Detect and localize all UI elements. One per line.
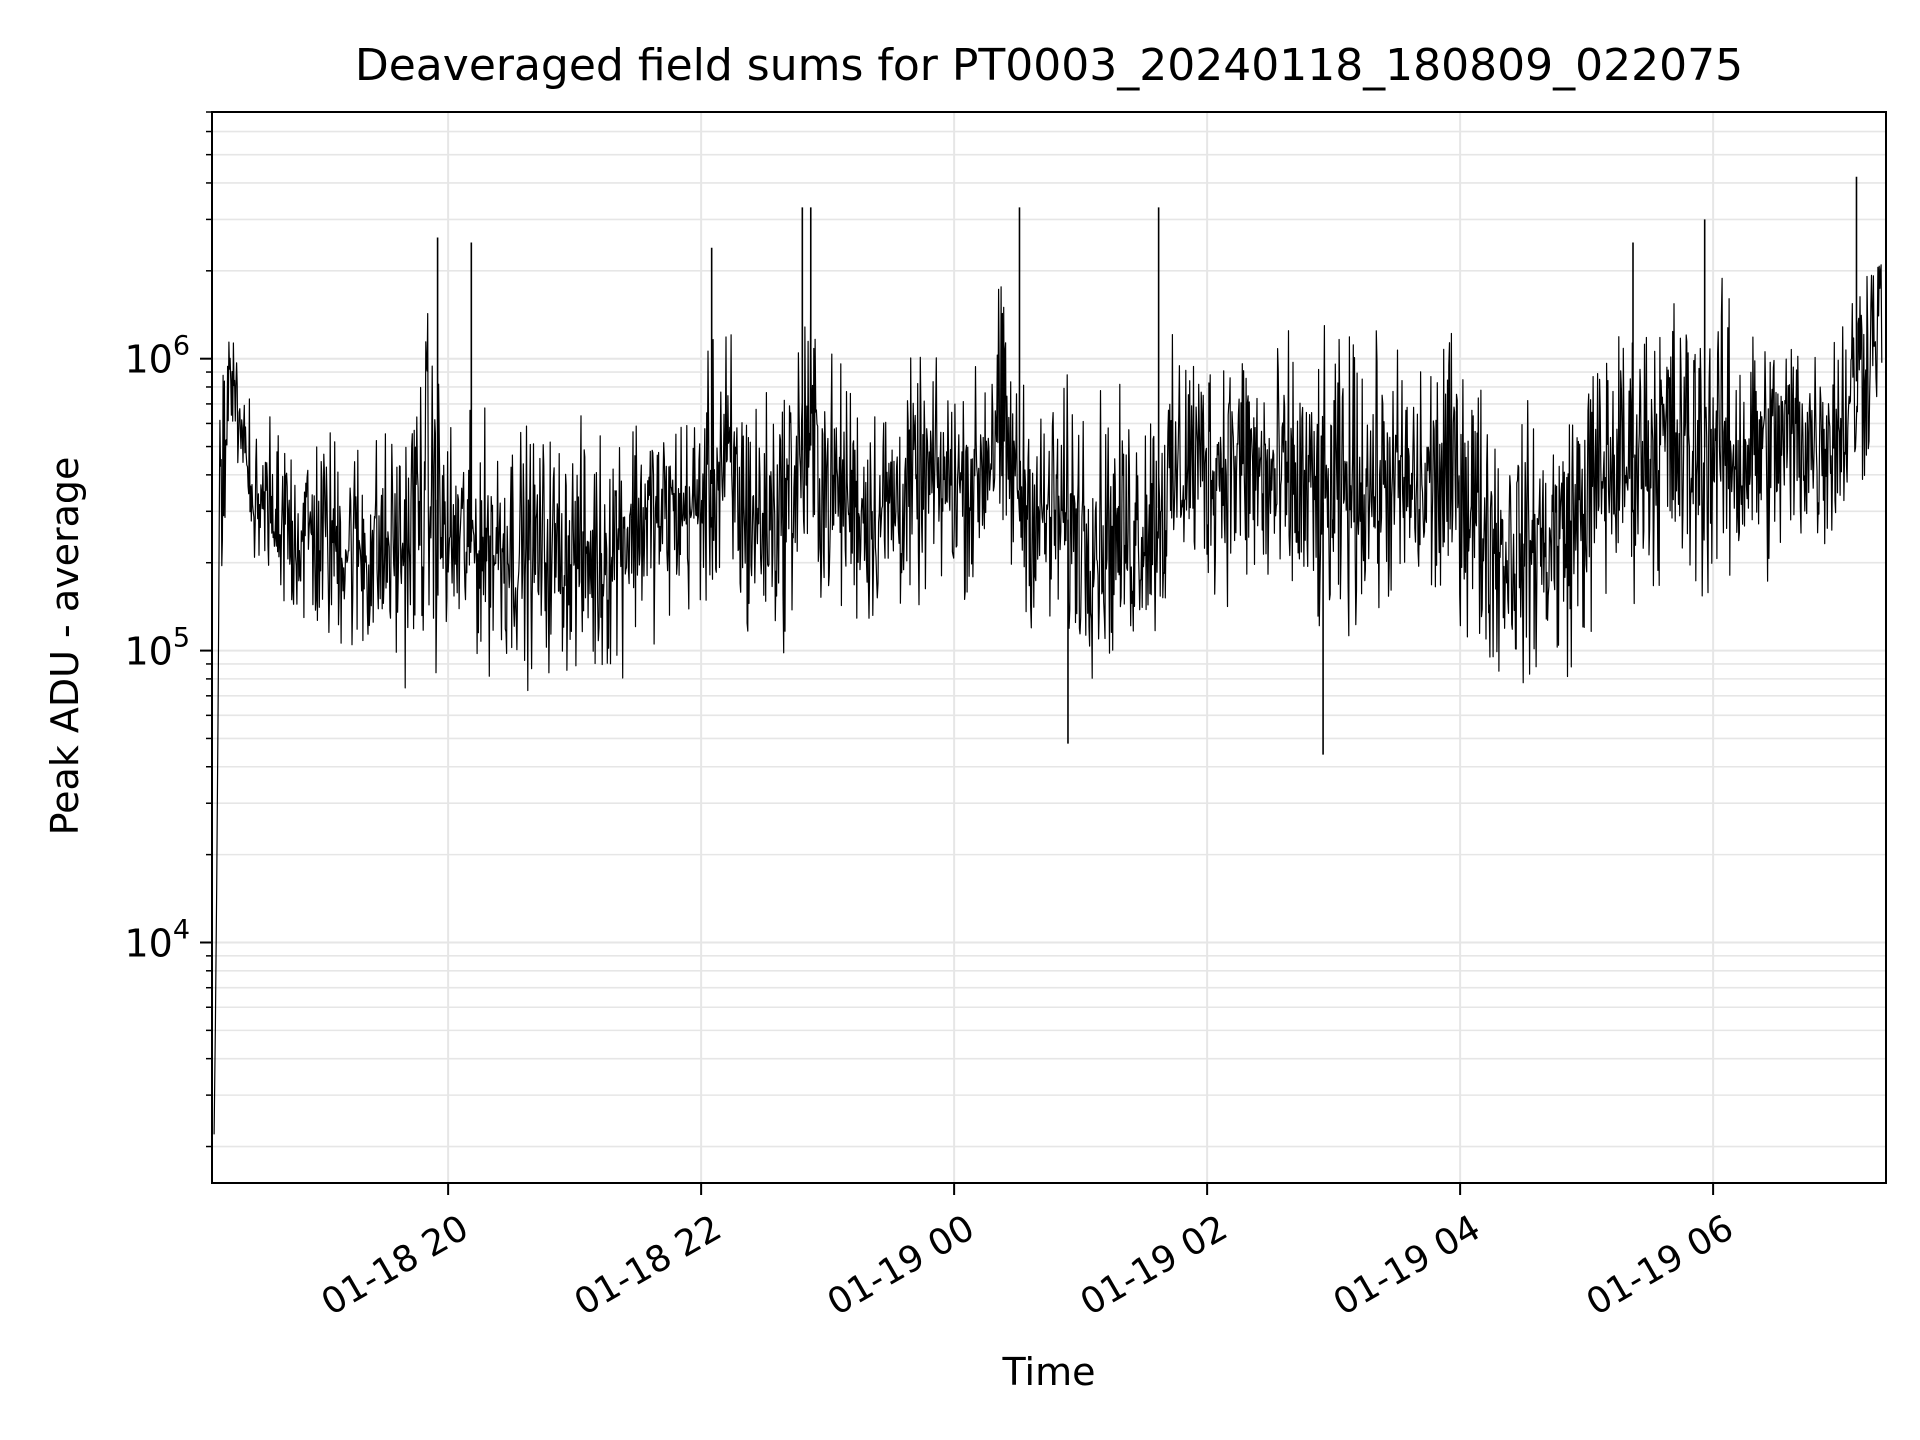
- y-axis-label: Peak ADU - average: [43, 456, 87, 836]
- data-series: [213, 176, 1883, 1135]
- series-line: [213, 264, 1883, 1135]
- x-tick-label: 01-19 00: [821, 1207, 982, 1323]
- axes-frame: [211, 111, 1887, 1184]
- grid-lines: [212, 111, 1886, 1183]
- x-tick-label: 01-19 02: [1074, 1207, 1235, 1323]
- x-axis-label: Time: [1002, 1350, 1096, 1394]
- y-tick-label: 104: [124, 914, 190, 965]
- x-tick-label: 01-18 22: [568, 1207, 729, 1323]
- y-tick-label: 105: [124, 623, 190, 674]
- x-tick-label: 01-19 06: [1580, 1207, 1741, 1323]
- y-axis-ticks: 104 105 106: [124, 111, 212, 1148]
- chart-title: Deaveraged field sums for PT0003_2024011…: [354, 40, 1744, 91]
- x-axis-ticks: 01-18 20 01-18 22 01-19 00 01-19 02 01-19 04…: [315, 1183, 1741, 1324]
- x-tick-label: 01-19 04: [1327, 1207, 1488, 1323]
- x-tick-label: 01-18 20: [315, 1207, 476, 1323]
- y-tick-label: 106: [124, 331, 190, 382]
